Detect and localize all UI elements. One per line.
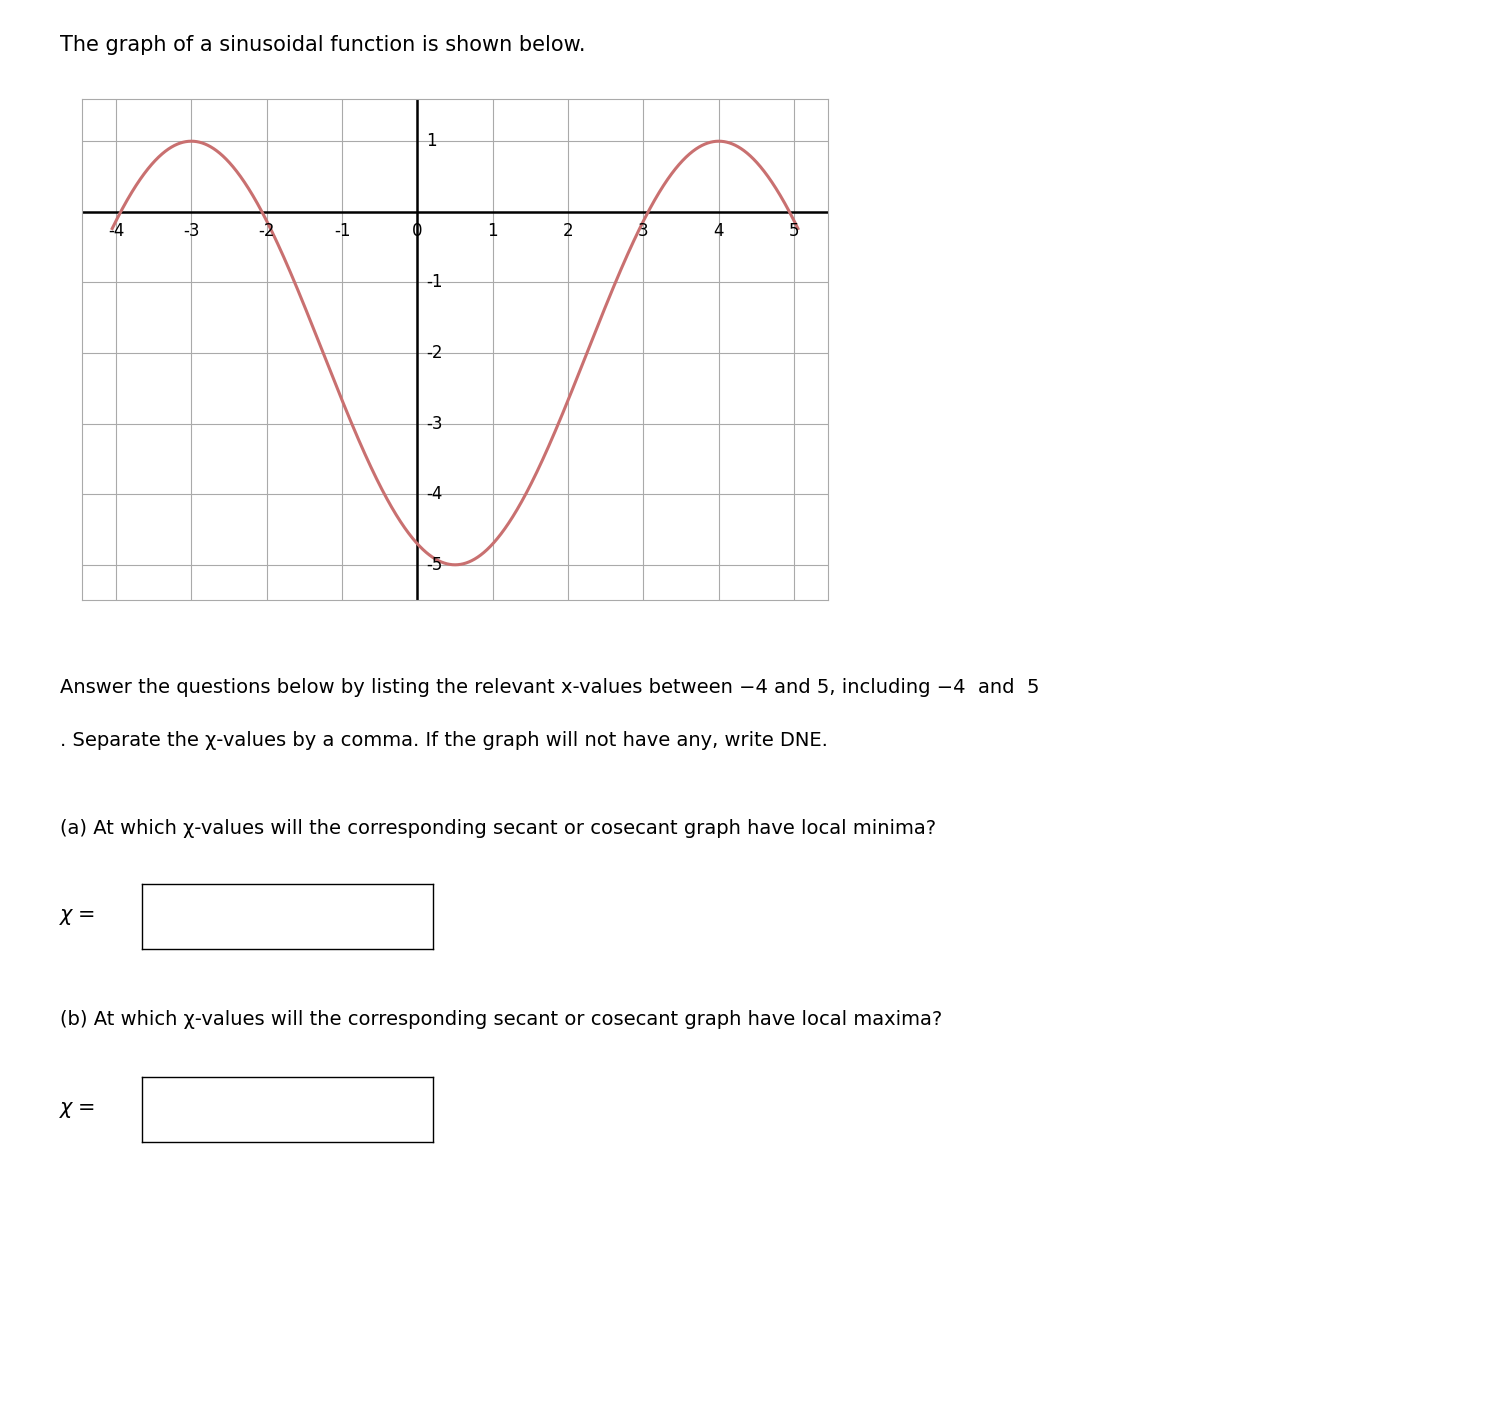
Text: Answer the questions below by listing the relevant x-values between −4 and 5, in: Answer the questions below by listing th… — [60, 678, 1040, 696]
Text: (b) At which χ-values will the corresponding secant or cosecant graph have local: (b) At which χ-values will the correspon… — [60, 1010, 941, 1028]
Text: χ =: χ = — [60, 905, 95, 925]
Text: -5: -5 — [427, 556, 443, 573]
Text: 3: 3 — [639, 223, 649, 240]
Text: -3: -3 — [427, 415, 443, 432]
Text: 2: 2 — [562, 223, 573, 240]
Text: -2: -2 — [427, 345, 443, 361]
Text: 0: 0 — [412, 223, 422, 240]
Text: -3: -3 — [184, 223, 200, 240]
Text: χ =: χ = — [60, 1099, 95, 1118]
Text: -1: -1 — [427, 274, 443, 291]
Text: 1: 1 — [427, 133, 437, 150]
Text: -4: -4 — [427, 486, 443, 503]
Text: (a) At which χ-values will the corresponding secant or cosecant graph have local: (a) At which χ-values will the correspon… — [60, 819, 935, 837]
Text: 1: 1 — [488, 223, 498, 240]
Text: 5: 5 — [789, 223, 800, 240]
Text: -4: -4 — [107, 223, 124, 240]
Text: -1: -1 — [334, 223, 351, 240]
Text: -2: -2 — [258, 223, 275, 240]
Text: The graph of a sinusoidal function is shown below.: The graph of a sinusoidal function is sh… — [60, 35, 585, 55]
Text: 4: 4 — [713, 223, 724, 240]
Text: . Separate the χ-values by a comma. If the graph will not have any, write DNE.: . Separate the χ-values by a comma. If t… — [60, 731, 828, 750]
